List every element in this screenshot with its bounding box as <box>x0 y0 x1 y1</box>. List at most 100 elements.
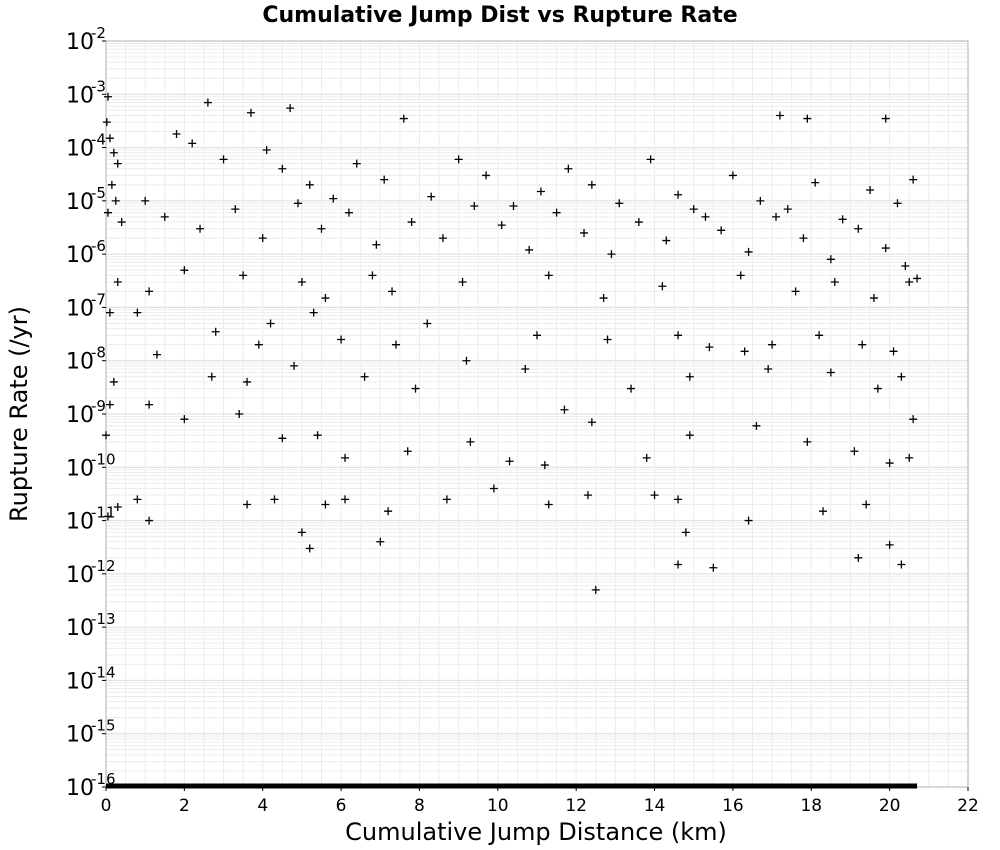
y-tick-exponent: -2 <box>91 24 106 42</box>
y-tick-label: 10 <box>66 723 94 748</box>
data-point <box>317 224 326 233</box>
y-tick-label: 10 <box>66 296 94 321</box>
data-point <box>897 372 906 381</box>
data-point <box>544 271 553 280</box>
data-point <box>203 98 212 107</box>
data-point <box>826 368 835 377</box>
x-tick-label: 20 <box>879 796 901 816</box>
data-point <box>627 384 636 393</box>
data-point <box>290 361 299 370</box>
data-point <box>341 495 350 504</box>
data-point <box>278 164 287 173</box>
data-point <box>438 234 447 243</box>
data-point <box>442 495 451 504</box>
data-point <box>885 540 894 549</box>
data-point <box>799 234 808 243</box>
data-point <box>207 372 216 381</box>
data-point <box>321 500 330 509</box>
data-point <box>160 212 169 221</box>
y-tick-exponent: -14 <box>91 663 116 681</box>
data-point <box>352 159 361 168</box>
y-tick-label: 10 <box>66 350 94 375</box>
data-point <box>658 282 667 291</box>
data-point <box>482 171 491 180</box>
x-tick-label: 16 <box>722 796 744 816</box>
data-point <box>172 129 181 138</box>
y-axis-ticks: 10-210-310-410-510-610-710-810-910-1010-… <box>66 24 116 801</box>
y-tick-exponent: -4 <box>91 131 106 149</box>
data-point <box>102 118 111 127</box>
data-point <box>329 194 338 203</box>
data-point <box>458 278 467 287</box>
data-point <box>399 114 408 123</box>
data-point <box>705 343 714 352</box>
y-tick-label: 10 <box>66 616 94 641</box>
data-point <box>913 274 922 283</box>
chart-title: Cumulative Jump Dist vs Rupture Rate <box>262 3 737 28</box>
data-point <box>103 512 112 521</box>
data-point <box>423 319 432 328</box>
data-point <box>262 146 271 155</box>
y-tick-label: 10 <box>66 456 94 481</box>
data-point <box>803 114 812 123</box>
data-point <box>858 340 867 349</box>
x-tick-label: 2 <box>179 796 190 816</box>
data-point <box>145 287 154 296</box>
x-tick-label: 0 <box>101 796 112 816</box>
data-point <box>854 224 863 233</box>
y-tick-label: 10 <box>66 563 94 588</box>
data-point <box>341 453 350 462</box>
data-point <box>103 208 112 217</box>
y-tick-label: 10 <box>66 510 94 535</box>
x-axis-label: Cumulative Jump Distance (km) <box>345 818 727 846</box>
x-tick-label: 12 <box>565 796 587 816</box>
data-point <box>885 459 894 468</box>
y-tick-label: 10 <box>66 669 94 694</box>
data-point <box>103 92 112 101</box>
data-point <box>243 500 252 509</box>
data-point <box>819 507 828 516</box>
data-point <box>752 421 761 430</box>
data-point <box>105 134 114 143</box>
data-point <box>862 500 871 509</box>
data-point <box>587 180 596 189</box>
data-point <box>909 415 918 424</box>
data-point <box>826 255 835 264</box>
y-tick-exponent: -9 <box>91 397 106 415</box>
data-point <box>525 245 534 254</box>
y-tick-exponent: -16 <box>91 770 116 788</box>
data-point <box>717 226 726 235</box>
data-point <box>188 139 197 148</box>
data-point <box>337 335 346 344</box>
data-point <box>117 218 126 227</box>
data-point <box>141 196 150 205</box>
data-point <box>564 164 573 173</box>
y-tick-label: 10 <box>66 190 94 215</box>
data-point <box>772 212 781 221</box>
y-tick-exponent: -7 <box>91 290 106 308</box>
data-point <box>407 218 416 227</box>
data-point <box>113 502 122 511</box>
data-point <box>297 278 306 287</box>
data-point <box>591 585 600 594</box>
y-tick-label: 10 <box>66 30 94 55</box>
data-point <box>642 453 651 462</box>
data-point <box>376 537 385 546</box>
data-point <box>270 495 279 504</box>
y-tick-label: 10 <box>66 137 94 162</box>
y-tick-label: 10 <box>66 83 94 108</box>
x-axis-ticks: 0 2 4 6 8 10 12 14 16 18 20 22 <box>101 787 979 816</box>
data-point <box>380 175 389 184</box>
x-tick-label: 10 <box>487 796 509 816</box>
data-point <box>133 495 142 504</box>
y-tick-label: 10 <box>66 243 94 268</box>
data-point <box>768 340 777 349</box>
data-point <box>105 308 114 317</box>
y-tick-label: 10 <box>66 403 94 428</box>
data-point <box>286 104 295 113</box>
data-point <box>489 484 498 493</box>
y-tick-label: 10 <box>66 776 94 801</box>
data-point <box>685 372 694 381</box>
data-point <box>811 178 820 187</box>
data-point <box>109 377 118 386</box>
